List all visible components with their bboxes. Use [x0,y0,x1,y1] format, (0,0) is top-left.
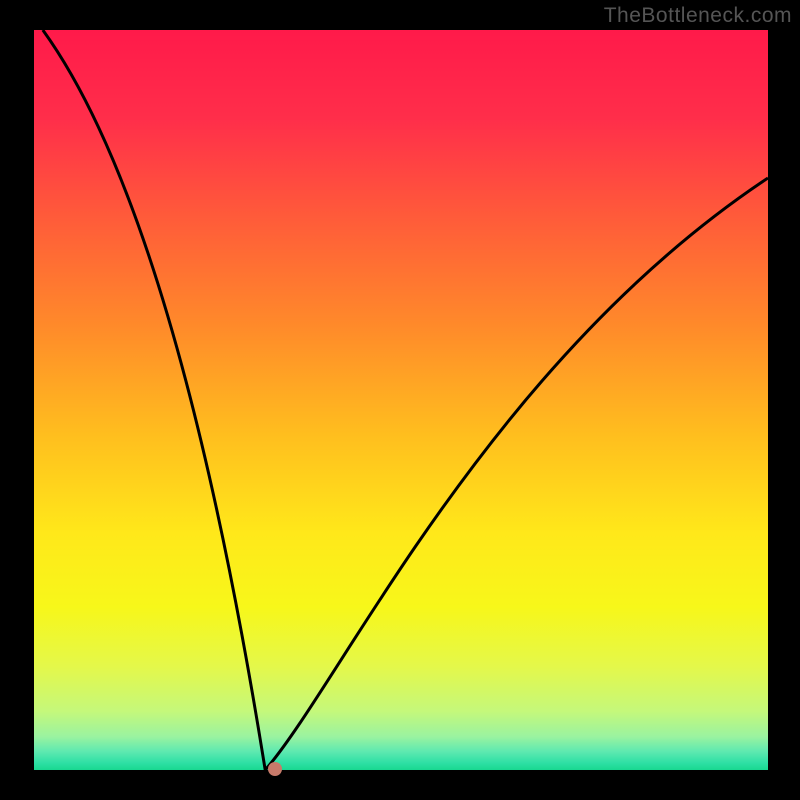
plot-area [34,30,768,770]
bottleneck-curve [34,30,768,770]
watermark-text: TheBottleneck.com [604,4,792,28]
minimum-marker [268,762,282,776]
curve-path [43,30,768,770]
